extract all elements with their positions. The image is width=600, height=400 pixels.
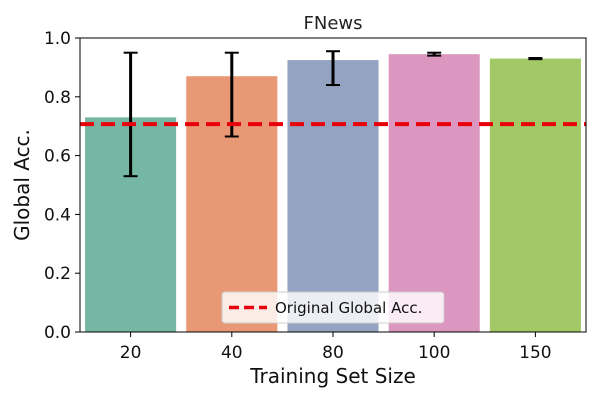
y-tick-label-0.0: 0.0 [44, 323, 71, 343]
x-tick-label-100: 100 [418, 343, 450, 363]
y-tick-label-0.2: 0.2 [44, 264, 71, 284]
x-tick-label-150: 150 [519, 343, 551, 363]
y-axis: 0.0 0.2 0.4 0.6 0.8 1.0 [44, 29, 80, 343]
error-bar-150 [528, 56, 543, 61]
bars-layer [85, 54, 581, 333]
legend-label: Original Global Acc. [275, 299, 422, 317]
y-tick-label-0.8: 0.8 [44, 88, 71, 108]
x-tick-label-20: 20 [120, 343, 142, 363]
legend: Original Global Acc. [221, 291, 445, 324]
x-axis-label: Training Set Size [249, 364, 416, 388]
bar-100 [388, 54, 480, 333]
bar-80 [287, 60, 379, 333]
error-bar-100 [427, 51, 442, 57]
y-tick-label-0.4: 0.4 [44, 205, 71, 225]
legend-box [221, 291, 445, 324]
x-tick-label-80: 80 [322, 343, 344, 363]
y-tick-label-1.0: 1.0 [44, 29, 71, 49]
error-bar-80 [326, 50, 340, 87]
chart-title: FNews [304, 13, 363, 34]
y-tick-label-0.6: 0.6 [44, 147, 71, 167]
x-axis: 20 40 80 100 150 [120, 332, 552, 363]
y-axis-label: Global Acc. [10, 129, 34, 241]
x-tick-label-40: 40 [221, 343, 243, 363]
error-bar-20 [123, 51, 138, 178]
bar-150 [489, 58, 581, 333]
